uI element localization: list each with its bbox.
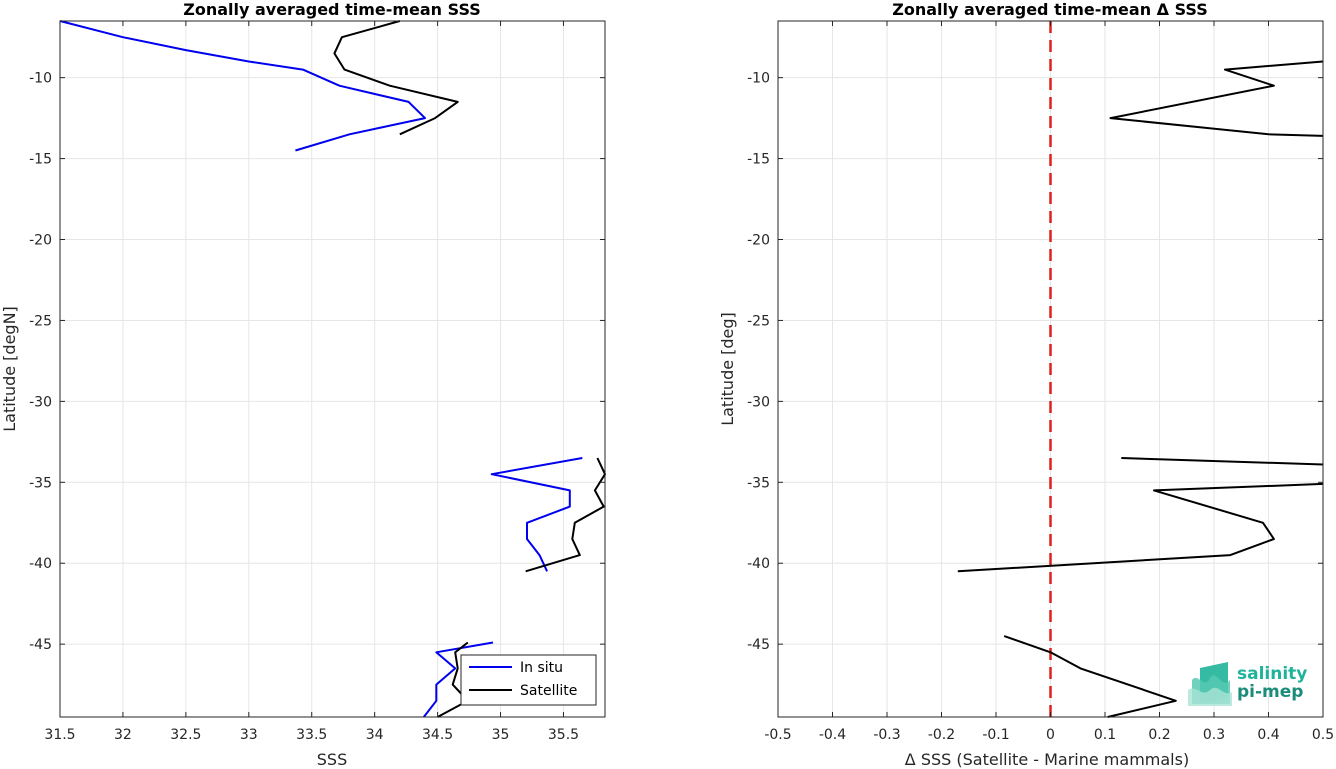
sss-y-tick-label: -30 <box>29 394 52 410</box>
sss-x-tick-label: 34 <box>366 727 384 743</box>
legend-satellite-label: Satellite <box>520 683 577 699</box>
sss-x-tick-label: 35.5 <box>548 727 579 743</box>
delta-sss-x-tick-label: 0.1 <box>1094 727 1116 743</box>
delta-series-line <box>957 482 1324 573</box>
sss-grid <box>59 21 605 717</box>
satellite-series-line <box>333 20 459 136</box>
delta-sss-y-axis-label: Latitude [deg] <box>718 312 737 426</box>
delta-sss-x-tick-label: -0.5 <box>764 727 791 743</box>
sss-x-tick-label: 34.5 <box>422 727 453 743</box>
sss-y-tick-label: -25 <box>29 313 52 329</box>
sss-x-axis-label: SSS <box>317 750 347 769</box>
delta-sss-x-tick-label: -0.4 <box>819 727 846 743</box>
delta-sss-series <box>957 21 1324 718</box>
delta-sss-x-tick-label: 0 <box>1046 727 1055 743</box>
delta-sss-ticks: -0.5 -0.4 -0.3 -0.2 -0.1 0 0.1 0.2 0.3 0.4 0.5 -10 -… <box>747 21 1334 743</box>
salinity-pi-mep-logo: salinity pi-mep <box>1188 662 1307 706</box>
in-situ-series-line <box>490 457 583 572</box>
delta-sss-x-tick-label: -0.2 <box>928 727 955 743</box>
sss-x-tick-label: 32.5 <box>170 727 201 743</box>
sss-x-tick-label: 32 <box>114 727 132 743</box>
delta-sss-x-tick-label: -0.3 <box>873 727 900 743</box>
sss-x-tick-label: 33 <box>240 727 258 743</box>
legend-insitu-label: In situ <box>520 660 563 676</box>
delta-sss-x-tick-label: 0.2 <box>1148 727 1170 743</box>
delta-series-line <box>1121 457 1324 466</box>
delta-sss-x-tick-label: -0.1 <box>982 727 1009 743</box>
satellite-series-line <box>525 457 606 573</box>
delta-sss-y-tick-label: -40 <box>747 556 770 572</box>
sss-panel: Zonally averaged time-mean SSS 31.5 32 32.… <box>0 0 606 769</box>
sss-ticks: 31.5 32 32.5 33 33.5 34 34.5 35 35.5 -10 -15 -20 -25… <box>29 21 605 743</box>
wave-logo-icon <box>1188 662 1232 706</box>
delta-sss-x-tick-label: 0.3 <box>1203 727 1225 743</box>
sss-x-tick-label: 33.5 <box>296 727 327 743</box>
sss-y-tick-label: -45 <box>29 637 52 653</box>
delta-sss-y-tick-label: -15 <box>747 152 770 168</box>
delta-sss-x-axis-label: Δ SSS (Satellite - Marine mammals) <box>905 750 1189 769</box>
delta-series-line <box>1109 60 1324 137</box>
delta-sss-panel-title: Zonally averaged time-mean Δ SSS <box>892 0 1208 19</box>
delta-sss-y-tick-label: -30 <box>747 394 770 410</box>
sss-panel-title: Zonally averaged time-mean SSS <box>183 0 481 19</box>
in-situ-series-line <box>59 20 426 152</box>
in-situ-series-line <box>423 641 494 718</box>
delta-sss-y-tick-label: -25 <box>747 313 770 329</box>
delta-sss-y-tick-label: -10 <box>747 71 770 87</box>
delta-sss-x-tick-label: 0.4 <box>1257 727 1279 743</box>
legend-box <box>460 654 597 706</box>
sss-y-tick-label: -40 <box>29 556 52 572</box>
legend: In situ Satellite <box>460 654 597 706</box>
sss-x-tick-label: 31.5 <box>44 727 75 743</box>
logo-line2: pi-mep <box>1237 682 1303 702</box>
delta-sss-y-tick-label: -35 <box>747 475 770 491</box>
delta-sss-y-tick-label: -20 <box>747 233 770 249</box>
delta-sss-x-tick-label: 0.5 <box>1312 727 1334 743</box>
sss-y-tick-label: -35 <box>29 475 52 491</box>
sss-y-tick-label: -15 <box>29 152 52 168</box>
sss-x-tick-label: 35 <box>492 727 510 743</box>
sss-axes-frame <box>59 20 606 718</box>
sss-series <box>59 20 606 718</box>
delta-series-line <box>1003 635 1177 718</box>
sss-y-tick-label: -20 <box>29 233 52 249</box>
logo-line1: salinity <box>1237 664 1307 684</box>
sss-y-axis-label: Latitude [degN] <box>0 306 19 432</box>
delta-sss-panel: Zonally averaged time-mean Δ SSS -0.5 -0.… <box>718 0 1334 769</box>
sss-y-tick-label: -10 <box>29 71 52 87</box>
delta-sss-y-tick-label: -45 <box>747 637 770 653</box>
